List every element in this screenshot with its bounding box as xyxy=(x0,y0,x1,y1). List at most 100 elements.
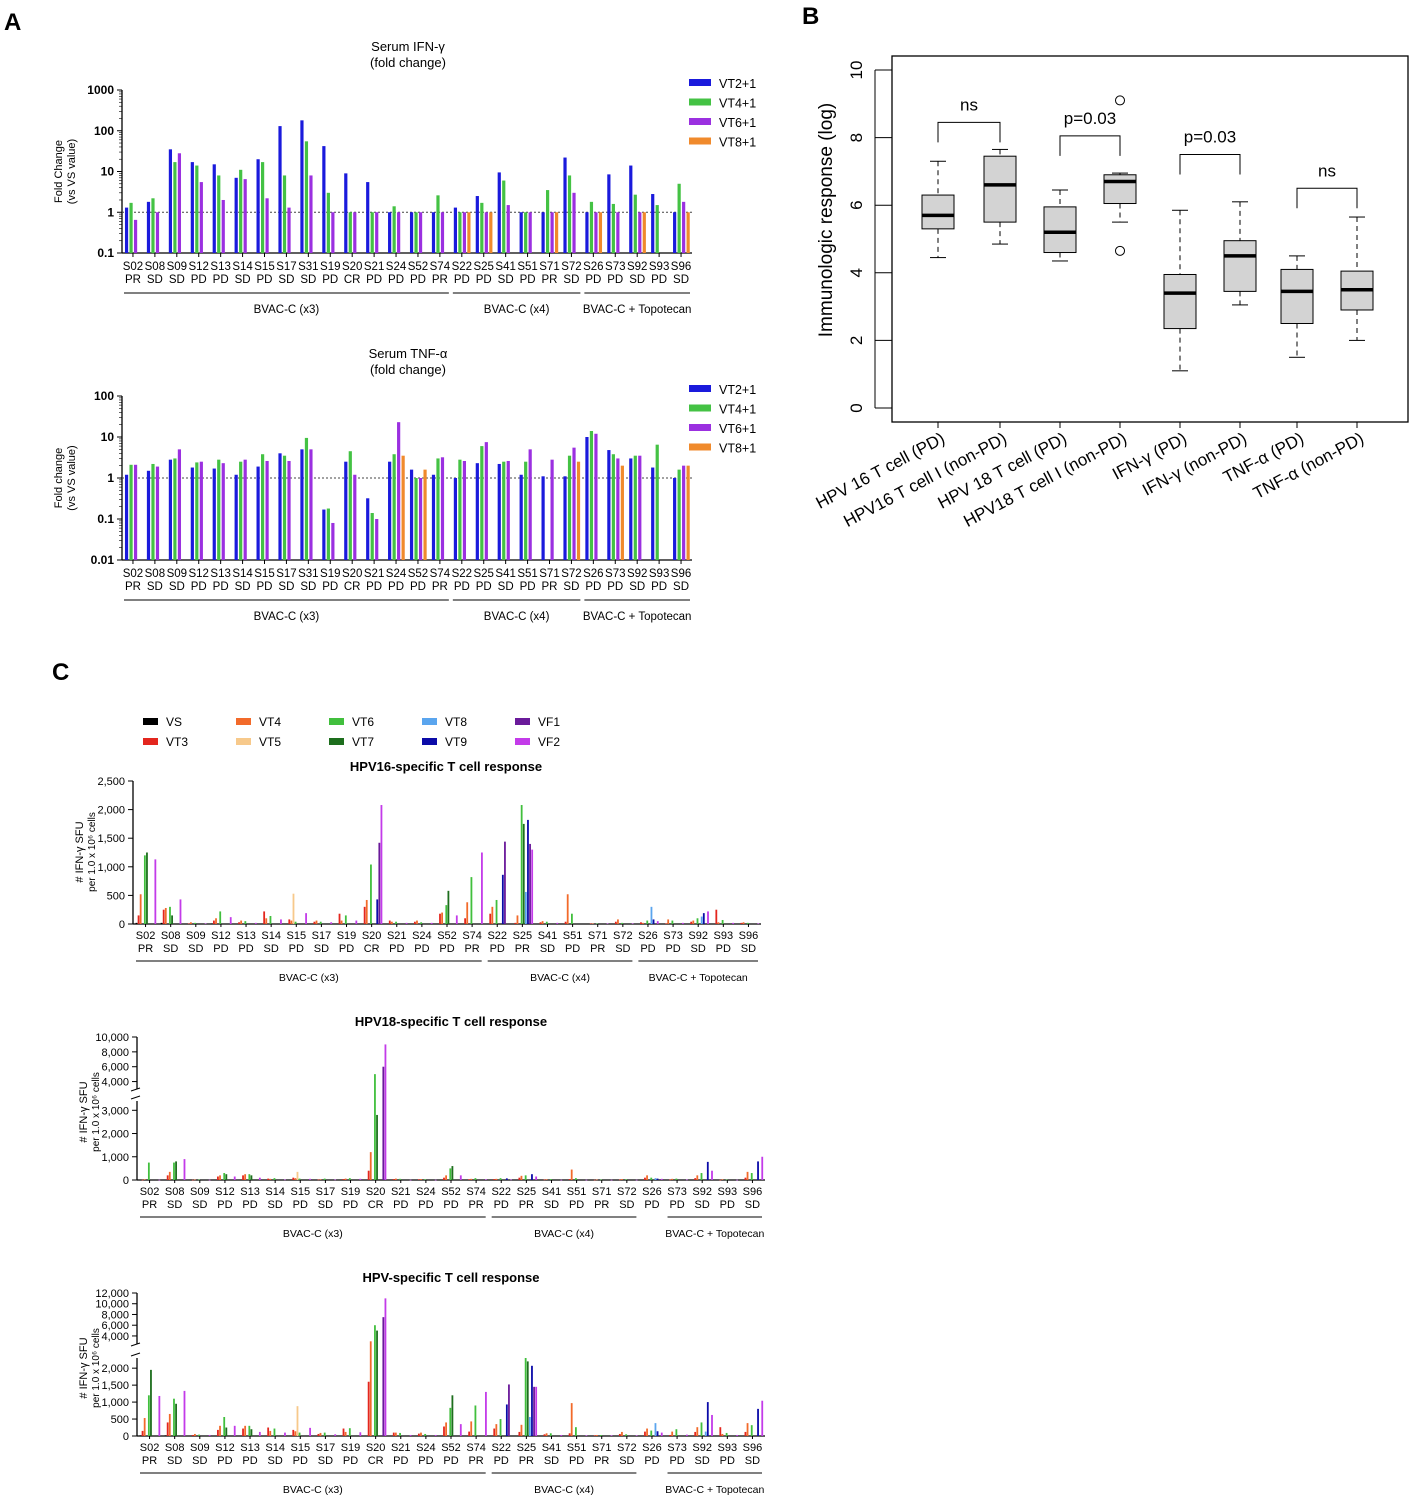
bar-VT4 xyxy=(566,894,569,924)
bar-VT4+1 xyxy=(546,190,550,253)
bar-VT8+1 xyxy=(686,465,690,560)
x-tick-response: PD xyxy=(720,1455,735,1467)
y-tick-label: 0 xyxy=(119,919,125,931)
bar-VT2+1 xyxy=(629,458,633,560)
legend-label: VT7 xyxy=(352,735,374,749)
y-label-line2: per 1.0 x 10⁶ cells xyxy=(91,1072,102,1152)
bar-VT6 xyxy=(524,1175,527,1180)
chart-tnf: Serum TNF-α(fold change) 0.01 0.1 1 10 100 Fol… xyxy=(53,346,756,623)
bar-VT4+1 xyxy=(129,464,133,560)
bar-VT6 xyxy=(147,1395,150,1436)
bar-VT7 xyxy=(250,1175,253,1180)
bar-VT3 xyxy=(392,1432,395,1436)
y-tick-label: 100 xyxy=(94,389,114,403)
bar-VF2 xyxy=(334,1179,337,1181)
bar-VT4+1 xyxy=(414,212,418,253)
bar-VT4+1 xyxy=(370,212,374,253)
group-label: BVAC-C + Topotecan xyxy=(649,972,748,984)
bar-VF2 xyxy=(660,1178,663,1180)
bar-VF2 xyxy=(233,1425,236,1436)
bar-VT2+1 xyxy=(234,474,238,560)
bar-VT3 xyxy=(468,1431,471,1436)
x-tick-label: S72 xyxy=(617,1186,637,1198)
x-tick-label: S73 xyxy=(605,261,625,273)
bar-VT6 xyxy=(524,1358,527,1436)
x-tick-label: S26 xyxy=(583,261,603,273)
bar-VT4 xyxy=(369,1341,372,1436)
bar-VT6+1 xyxy=(528,212,532,253)
bar-VT6 xyxy=(273,1428,276,1436)
x-tick-label: S09 xyxy=(186,930,206,942)
x-tick-response: SD xyxy=(300,274,316,286)
x-tick-response: SD xyxy=(619,1199,634,1211)
bar-VT6+1 xyxy=(243,459,247,560)
x-tick-label: S22 xyxy=(452,568,472,580)
bar-VT4+1 xyxy=(677,469,681,560)
bar-VT8+1 xyxy=(401,455,405,560)
bar-VT6+1 xyxy=(638,455,642,560)
bar-VT6+1 xyxy=(265,198,269,253)
bar-VF2 xyxy=(761,1156,764,1180)
x-tick-label: S73 xyxy=(663,930,683,942)
x-tick-response: PD xyxy=(476,581,492,593)
x-tick-response: PD xyxy=(644,1455,659,1467)
bar-VT4 xyxy=(168,1171,171,1180)
x-tick-response: PD xyxy=(418,1199,433,1211)
y-label-line1: # IFN-γ SFU xyxy=(74,821,86,882)
chart-title: Serum IFN-γ xyxy=(371,39,445,54)
bar-VT3 xyxy=(313,921,316,924)
bar-VT6 xyxy=(173,1398,175,1436)
bar-VT3 xyxy=(417,1433,420,1436)
bar-VT3 xyxy=(493,1179,496,1180)
x-tick-label: S41 xyxy=(542,1442,562,1454)
chart-title: HPV16-specific T cell response xyxy=(350,759,542,774)
axis-break-mark xyxy=(130,1095,141,1100)
bar-VT9 xyxy=(757,1408,759,1436)
x-tick-response: PR xyxy=(468,1455,483,1467)
legend-swatch xyxy=(422,718,437,725)
bar-VT3 xyxy=(740,922,743,924)
x-tick-response: CR xyxy=(344,581,361,593)
x-tick-response: SD xyxy=(147,581,163,593)
bar-VT4+1 xyxy=(282,175,287,253)
bar-VT7 xyxy=(175,1161,177,1180)
legend-label: VT4+1 xyxy=(719,403,756,417)
bar-VF2 xyxy=(434,1179,437,1181)
bar-VT4+1 xyxy=(611,203,615,253)
bar-VT6+1 xyxy=(594,433,598,560)
y-label: Fold change (vs VS value) xyxy=(53,445,78,510)
bar-VT6 xyxy=(169,906,171,924)
x-tick-label: S96 xyxy=(739,930,759,942)
bar-VT2+1 xyxy=(344,173,348,253)
bar-VT6 xyxy=(445,905,448,924)
bar-VT2+1 xyxy=(388,212,392,253)
x-tick-label: S22 xyxy=(491,1442,511,1454)
x-tick-response: SD xyxy=(498,581,514,593)
bar-VT6 xyxy=(198,1179,200,1181)
x-tick-label: S12 xyxy=(188,568,208,580)
legend-label: VT4+1 xyxy=(719,97,756,111)
bar-VT4 xyxy=(194,1179,196,1181)
y-label-line2: per 1.0 x 10⁶ cells xyxy=(91,1328,102,1408)
bar-VT3 xyxy=(342,1428,345,1436)
bar-VT3 xyxy=(417,1179,420,1180)
x-tick-response: PD xyxy=(651,581,667,593)
bar-VT6+1 xyxy=(484,442,488,560)
bar-VT6 xyxy=(545,921,548,924)
x-tick-label: S24 xyxy=(416,1442,436,1454)
bar-VT7 xyxy=(225,1174,228,1180)
y-tick-label: 1,500 xyxy=(97,833,125,845)
bar-VT4 xyxy=(746,1171,749,1180)
x-tick-label: S20 xyxy=(342,568,362,580)
x-tick-label: S26 xyxy=(642,1442,662,1454)
bar-VT6+1 xyxy=(353,212,357,253)
legend-swatch xyxy=(422,738,437,745)
bar-VT3 xyxy=(564,921,567,924)
x-tick-label: S15 xyxy=(290,1186,310,1198)
bar-VF2 xyxy=(707,911,709,924)
bar-VT4 xyxy=(194,1433,196,1436)
bar-VF2 xyxy=(560,1179,563,1181)
x-tick-label: S92 xyxy=(627,568,647,580)
bar-VT4 xyxy=(696,1427,699,1436)
bar-VT6 xyxy=(499,1178,502,1180)
